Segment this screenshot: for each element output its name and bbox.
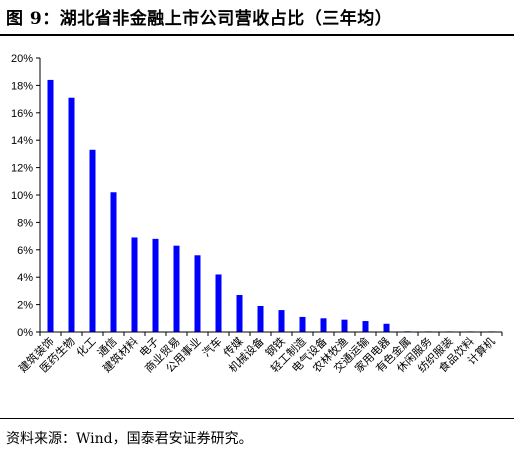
source-note: 资料来源：Wind，国泰君安证券研究。 <box>6 431 253 447</box>
bar <box>194 255 201 332</box>
y-tick-label: 8% <box>17 217 33 229</box>
bar <box>278 310 285 332</box>
bar <box>152 238 159 332</box>
bar <box>236 295 243 332</box>
y-axis: 0% 2% 4% 6% 8% 10% 12% 14% 16% 18% 20% <box>11 53 41 339</box>
y-tick-label: 16% <box>11 108 33 120</box>
y-tick-label: 12% <box>11 163 33 175</box>
bar <box>89 149 96 332</box>
bar <box>341 319 348 332</box>
y-tick-label: 2% <box>17 300 33 312</box>
title-divider <box>0 34 514 36</box>
bar <box>320 318 327 332</box>
y-tick-label: 18% <box>11 80 33 92</box>
bar <box>68 97 75 332</box>
bar <box>47 79 54 332</box>
bar <box>110 192 117 332</box>
y-tick-label: 14% <box>11 135 33 147</box>
y-tick-label: 4% <box>17 272 33 284</box>
y-tick-label: 6% <box>17 245 33 257</box>
x-category-label: 汽车 <box>199 334 224 359</box>
bar <box>215 274 222 332</box>
bars <box>47 79 495 332</box>
figure-title: 图 9：湖北省非金融上市公司营收占比（三年均） <box>6 9 393 29</box>
bar <box>173 245 180 332</box>
y-tick-label: 10% <box>11 190 33 202</box>
bar-chart: 0% 2% 4% 6% 8% 10% 12% 14% 16% 18% 20% 建筑装饰医药生物化工通… <box>11 53 503 375</box>
y-tick-label: 20% <box>11 53 33 65</box>
x-axis: 建筑装饰医药生物化工通信建筑材料电子商业贸易公用事业汽车传媒机械设备钢铁轻工制造… <box>16 331 503 375</box>
bar <box>257 305 264 332</box>
source-divider <box>0 418 514 419</box>
bar <box>131 237 138 332</box>
bar <box>383 323 390 332</box>
x-category-label: 化工 <box>73 334 98 359</box>
bar <box>362 321 369 332</box>
y-tick-label: 0% <box>17 327 33 339</box>
bar <box>299 316 306 332</box>
